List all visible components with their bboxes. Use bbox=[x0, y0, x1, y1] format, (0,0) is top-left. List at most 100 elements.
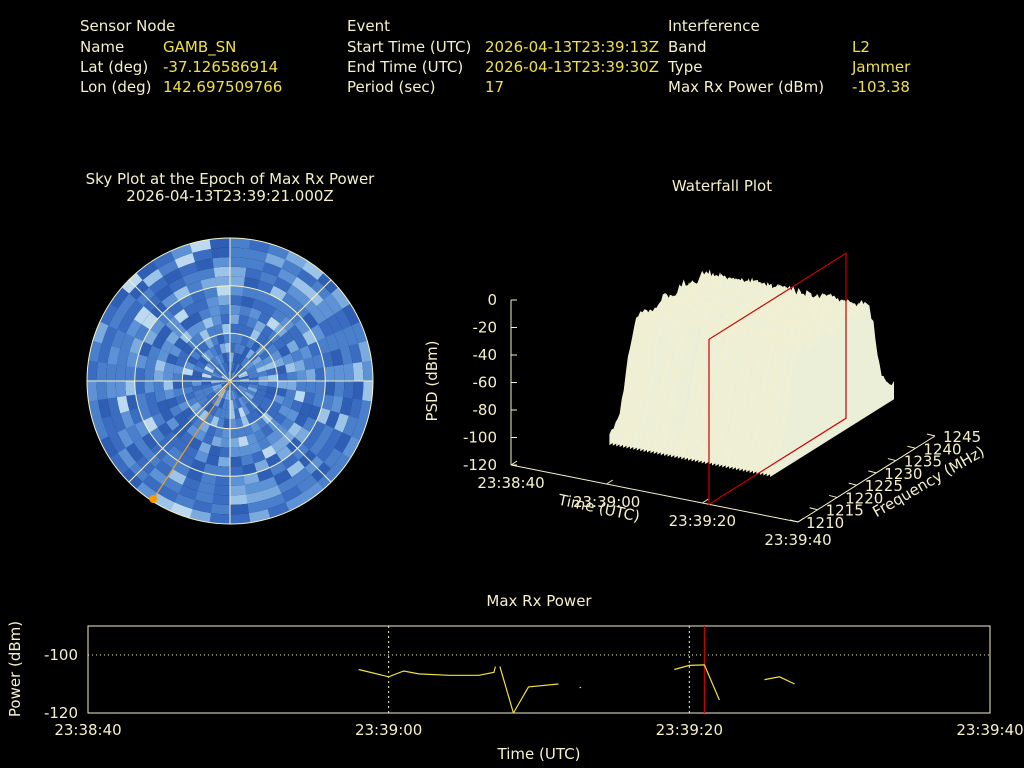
waterfall-strip bbox=[770, 301, 894, 478]
sky-cell bbox=[280, 331, 295, 345]
sky-cell bbox=[230, 371, 234, 381]
sky-cell bbox=[153, 370, 164, 381]
waterfall-freq-tick-label: 1215 bbox=[826, 502, 864, 520]
sky-cell bbox=[221, 399, 228, 410]
sky-cell bbox=[362, 381, 373, 402]
sky-cell bbox=[149, 318, 166, 335]
sky-cell bbox=[167, 445, 184, 462]
sky-cell bbox=[215, 276, 231, 287]
sky-cell bbox=[238, 344, 246, 355]
sky-cell bbox=[234, 363, 241, 373]
sky-cell bbox=[129, 337, 144, 355]
sky-cell bbox=[206, 326, 217, 338]
sky-spoke bbox=[128, 279, 231, 382]
sky-cell bbox=[253, 429, 267, 442]
sky-cell bbox=[211, 356, 220, 367]
sky-cell bbox=[92, 321, 109, 344]
sky-cell bbox=[281, 453, 299, 470]
sky-cell bbox=[197, 481, 216, 495]
sky-cell bbox=[189, 349, 202, 361]
sky-cell bbox=[301, 481, 324, 502]
sky-plot-grid bbox=[86, 237, 374, 525]
sky-cell bbox=[230, 295, 243, 306]
sky-cell bbox=[265, 294, 282, 309]
sky-cell bbox=[222, 362, 228, 373]
sky-cell bbox=[248, 441, 262, 455]
waterfall-freq-tick-label: 1210 bbox=[806, 514, 844, 532]
sky-cell bbox=[229, 494, 248, 505]
sky-cell bbox=[257, 437, 272, 451]
sky-cell bbox=[318, 319, 335, 338]
sky-cell bbox=[258, 349, 271, 361]
sky-cell bbox=[209, 405, 219, 416]
sky-cell bbox=[230, 381, 234, 391]
sky-cell bbox=[198, 307, 212, 321]
sky-cell bbox=[182, 476, 201, 491]
sky-cell bbox=[182, 386, 194, 395]
sky-cell bbox=[173, 387, 185, 398]
sky-cell bbox=[212, 370, 222, 377]
sky-cell bbox=[186, 355, 198, 366]
sky-cell bbox=[193, 365, 204, 373]
sky-cell bbox=[266, 316, 281, 331]
sky-cell bbox=[213, 386, 223, 394]
sky-cell bbox=[235, 365, 243, 374]
sky-cell bbox=[163, 389, 176, 400]
sky-cell bbox=[342, 415, 359, 437]
sky-cell bbox=[267, 502, 290, 519]
sky-cell bbox=[310, 324, 326, 342]
sky-cell bbox=[232, 389, 238, 400]
sky-cell bbox=[334, 413, 349, 433]
sky-cell bbox=[92, 418, 109, 441]
sky-cell bbox=[261, 445, 277, 460]
sky-cell bbox=[316, 442, 335, 463]
sky-cell bbox=[284, 362, 297, 373]
sky-cell bbox=[148, 467, 169, 486]
sky-cell bbox=[199, 328, 211, 341]
sky-cell bbox=[193, 320, 207, 333]
sky-cell bbox=[205, 362, 216, 371]
sky-cell bbox=[249, 329, 261, 341]
sky-cell bbox=[205, 391, 216, 400]
sky-cell bbox=[258, 381, 269, 387]
sky-cell bbox=[230, 381, 240, 384]
sky-cell bbox=[201, 380, 212, 386]
sky-cell bbox=[147, 345, 161, 360]
sky-cell bbox=[220, 381, 230, 384]
sky-cell bbox=[217, 456, 230, 467]
sky-cell bbox=[182, 380, 193, 388]
sky-cell bbox=[264, 361, 276, 371]
sky-cell bbox=[221, 375, 230, 381]
sky-cell bbox=[201, 372, 212, 379]
sky-cell bbox=[244, 481, 263, 495]
sky-cell bbox=[116, 395, 130, 414]
sky-cell bbox=[211, 375, 221, 380]
sky-cell bbox=[145, 391, 157, 406]
sky-cell bbox=[302, 329, 317, 346]
sky-cell bbox=[200, 472, 217, 485]
sky-cell bbox=[172, 380, 183, 390]
sky-cell bbox=[136, 260, 159, 281]
sky-cell bbox=[156, 399, 170, 413]
sky-cell bbox=[236, 426, 247, 438]
sky-cell bbox=[152, 250, 175, 269]
sky-cell bbox=[184, 361, 196, 371]
sky-cell bbox=[170, 502, 193, 519]
sky-cell bbox=[115, 380, 127, 398]
sky-cell bbox=[324, 381, 335, 397]
sky-cell bbox=[204, 388, 214, 397]
sky-cell bbox=[246, 365, 256, 374]
event-period-value: 17 bbox=[485, 78, 505, 96]
sky-cell bbox=[220, 377, 230, 381]
sky-cell bbox=[229, 418, 237, 429]
sky-cell bbox=[195, 392, 206, 402]
sky-cell bbox=[314, 381, 326, 395]
sky-cell bbox=[258, 401, 271, 413]
sky-cell bbox=[324, 366, 335, 382]
sky-cell bbox=[202, 316, 214, 329]
sky-cell bbox=[117, 293, 137, 314]
event-end-label: End Time (UTC) bbox=[347, 58, 464, 76]
sky-cell bbox=[238, 435, 249, 448]
sky-cell bbox=[178, 350, 190, 362]
